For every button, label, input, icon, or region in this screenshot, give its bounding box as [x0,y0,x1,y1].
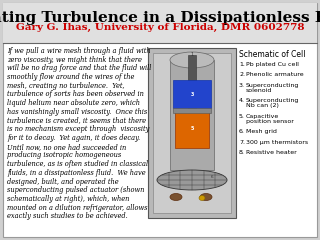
Bar [148,48,236,218]
Text: is no mechanism except through  viscosity: is no mechanism except through viscosity [7,125,149,133]
Ellipse shape [157,170,227,190]
Ellipse shape [170,52,214,68]
Text: schematically at right), which, when: schematically at right), which, when [7,195,129,203]
Text: smoothly flow around the wires of the: smoothly flow around the wires of the [7,73,134,81]
Bar [170,60,214,170]
Bar [3,3,317,44]
Text: mounted on a dilution refrigerator, allows: mounted on a dilution refrigerator, allo… [7,204,148,212]
Text: Gary G. Ihas, University of Florida, DMR 0602778: Gary G. Ihas, University of Florida, DMR… [16,23,304,32]
Text: 6: 6 [211,175,213,179]
Text: 5.: 5. [239,114,245,119]
Text: has vanishingly small viscosity.  Once this: has vanishingly small viscosity. Once th… [7,108,147,116]
Bar [173,80,211,108]
Text: Schematic of Cell: Schematic of Cell [239,50,306,59]
Text: exactly such studies to be achieved.: exactly such studies to be achieved. [7,212,128,220]
Text: 300 μm thermistors: 300 μm thermistors [246,140,308,145]
Text: Phenolic armature: Phenolic armature [246,72,304,78]
Text: mesh, creating no turbulence.  Yet,: mesh, creating no turbulence. Yet, [7,82,124,90]
Text: Mesh grid: Mesh grid [246,129,277,134]
Bar [153,53,231,213]
Text: will be no drag force and that the fluid will: will be no drag force and that the fluid… [7,64,151,72]
Text: turbulence is created, it seems that there: turbulence is created, it seems that the… [7,117,146,125]
Bar [173,108,211,113]
Text: liquid helium near absolute zero, which: liquid helium near absolute zero, which [7,99,140,107]
Text: fluids, in a dissipationless fluid.  We have: fluids, in a dissipationless fluid. We h… [7,169,146,177]
Text: designed, built, and operated the: designed, built, and operated the [7,178,119,186]
Text: Superconducting: Superconducting [246,98,300,103]
Text: 3: 3 [190,91,194,96]
Ellipse shape [170,193,182,200]
Text: producing isotropic homogeneous: producing isotropic homogeneous [7,151,121,159]
Bar [188,55,196,115]
Text: superconducting pulsed actuator (shown: superconducting pulsed actuator (shown [7,186,144,194]
Text: If we pull a wire mesh through a fluid with: If we pull a wire mesh through a fluid w… [7,47,151,55]
Text: Resistive heater: Resistive heater [246,150,297,155]
Text: solenoid: solenoid [246,88,272,93]
Text: 6.: 6. [239,129,245,134]
Ellipse shape [200,193,212,200]
Bar [175,110,209,148]
Text: turbulence of sorts has been observed in: turbulence of sorts has been observed in [7,90,144,98]
Text: Nb can (2): Nb can (2) [246,103,279,108]
Text: turbulence, as is often studied in classical: turbulence, as is often studied in class… [7,160,148,168]
Text: 7.: 7. [239,140,245,145]
Text: Until now, no one had succeeded in: Until now, no one had succeeded in [7,143,126,151]
Text: Creating Turbulence in a Dissipationless Fluid: Creating Turbulence in a Dissipationless… [0,11,320,25]
Text: 2.: 2. [239,72,245,78]
Text: 4.: 4. [239,98,245,103]
Text: Pb plated Cu cell: Pb plated Cu cell [246,62,299,67]
Text: Capacitive: Capacitive [246,114,279,119]
Text: 3.: 3. [239,83,245,88]
Text: for it to decay.  Yet again, it does decay.: for it to decay. Yet again, it does deca… [7,134,140,142]
Text: 1: 1 [190,53,194,58]
Text: Superconducting: Superconducting [246,83,300,88]
Text: position sensor: position sensor [246,119,294,124]
Text: zero viscosity, we might think that there: zero viscosity, we might think that ther… [7,56,142,64]
Text: 5: 5 [190,126,194,132]
Text: 1.: 1. [239,62,245,67]
Text: 8.: 8. [239,150,245,155]
Ellipse shape [199,196,205,200]
